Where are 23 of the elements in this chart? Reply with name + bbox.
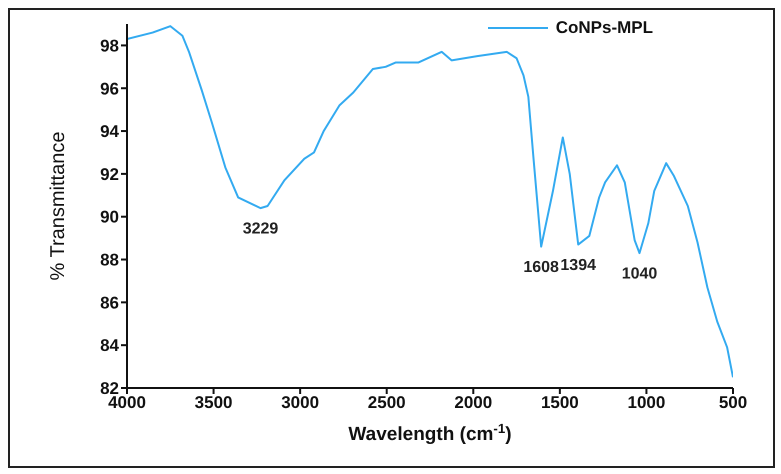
y-tick-label: 86 — [100, 293, 119, 312]
x-tick-label: 2500 — [368, 393, 406, 412]
x-tick-label: 1500 — [540, 393, 579, 412]
y-tick-label: 88 — [100, 250, 119, 270]
y-tick-label: 84 — [100, 336, 120, 356]
x-tick-label: 3500 — [194, 393, 232, 412]
x-tick-label: 2000 — [454, 393, 492, 412]
x-tick-label: 3000 — [281, 393, 320, 412]
y-tick-label: 90 — [100, 208, 119, 227]
y-axis-title: % Transmittance — [47, 132, 69, 280]
x-axis-title: Wavelength (cm$^{-1}$) — [348, 420, 512, 445]
y-tick-label: 92 — [100, 164, 119, 184]
annotation: 1608 — [523, 259, 560, 276]
y-tick-label: 94 — [100, 122, 120, 142]
x-tick-label: 500 — [718, 393, 748, 412]
y-tick-label: 98 — [100, 36, 119, 56]
annotation: 1040 — [622, 265, 658, 282]
x-tick-label: 4000 — [108, 393, 146, 412]
annotation: 3229 — [242, 220, 278, 238]
legend-label: CoNPs-MPL — [556, 18, 653, 38]
annotation: 1394 — [560, 256, 596, 274]
x-tick-label: 1000 — [628, 393, 666, 412]
y-tick-label: 96 — [100, 79, 119, 98]
